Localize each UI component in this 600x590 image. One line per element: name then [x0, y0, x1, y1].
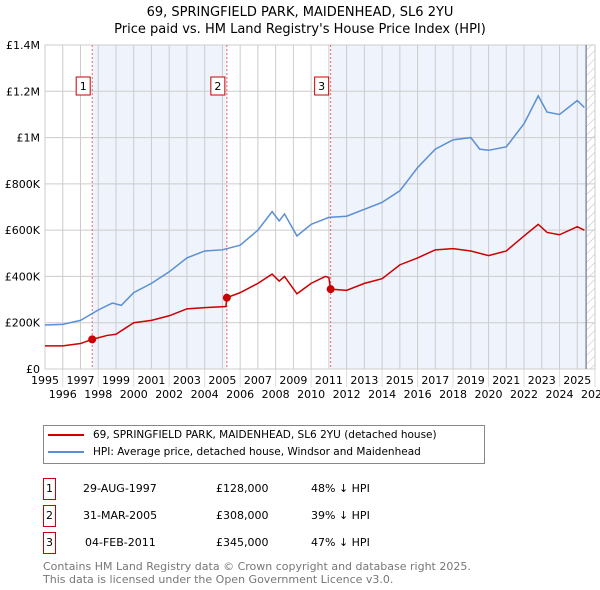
- sale-price: £128,000: [216, 482, 269, 495]
- sale-label-box: [314, 76, 330, 96]
- x-tick-label: 2026: [581, 388, 600, 401]
- legend-blue-swatch: [48, 451, 84, 453]
- legend-red-label: 69, SPRINGFIELD PARK, MAIDENHEAD, SL6 2Y…: [93, 429, 437, 441]
- forecast-hatch: [586, 45, 595, 369]
- series-line: [45, 223, 585, 347]
- x-tick-label: 2012: [333, 388, 361, 401]
- x-tick-label: 2001: [137, 374, 165, 387]
- sale-hpi: 48% ↓ HPI: [311, 482, 370, 495]
- y-tick-label: £1M: [17, 132, 41, 145]
- x-tick-label: 2002: [155, 388, 183, 401]
- x-tick-label: 2017: [421, 374, 449, 387]
- y-tick-label: £200K: [5, 317, 41, 330]
- x-tick-label: 2008: [262, 388, 290, 401]
- x-tick-label: 2013: [350, 374, 378, 387]
- y-tick-label: £1.2M: [6, 85, 40, 98]
- x-tick-label: 2009: [279, 374, 307, 387]
- x-tick-label: 2025: [563, 374, 591, 387]
- footer-line-2: This data is licensed under the Open Gov…: [43, 573, 394, 586]
- sale-marker-label: 1: [43, 478, 56, 500]
- sale-label: 3: [318, 80, 325, 93]
- x-tick-label: 2014: [368, 388, 396, 401]
- sale-marker-label: 3: [43, 532, 56, 554]
- sale-point: [222, 293, 231, 302]
- x-tick-label: 2019: [457, 374, 485, 387]
- sale-point: [88, 335, 97, 344]
- x-tick-label: 2015: [386, 374, 414, 387]
- price-chart: 1995199619971998199920002001200220032004…: [5, 39, 600, 401]
- sale-price: £345,000: [216, 536, 269, 549]
- legend-red-swatch: [48, 434, 84, 436]
- x-tick-label: 2004: [191, 388, 219, 401]
- x-tick-label: 1995: [31, 374, 59, 387]
- x-tick-label: 2005: [208, 374, 236, 387]
- series-line: [44, 94, 585, 326]
- x-tick-label: 1998: [84, 388, 112, 401]
- x-tick-label: 2000: [120, 388, 148, 401]
- shaded-band: [92, 45, 227, 369]
- x-tick-label: 1996: [49, 388, 77, 401]
- x-tick-label: 2022: [510, 388, 538, 401]
- sale-date: 04-FEB-2011: [85, 536, 156, 549]
- sale-hpi: 39% ↓ HPI: [311, 509, 370, 522]
- x-tick-label: 2024: [546, 388, 574, 401]
- y-tick-label: £0: [26, 363, 40, 376]
- chart-title: 69, SPRINGFIELD PARK, MAIDENHEAD, SL6 2Y…: [0, 4, 600, 38]
- sale-label-box: [210, 76, 226, 96]
- sale-hpi: 47% ↓ HPI: [311, 536, 370, 549]
- x-tick-label: 2018: [439, 388, 467, 401]
- footer: Contains HM Land Registry data © Crown c…: [43, 560, 471, 586]
- sale-marker-label: 2: [43, 505, 56, 527]
- x-tick-label: 2020: [475, 388, 503, 401]
- plot-frame: [44, 44, 596, 370]
- footer-line-1: Contains HM Land Registry data © Crown c…: [43, 560, 471, 573]
- y-tick-label: £1.4M: [6, 39, 40, 52]
- y-tick-label: £400K: [5, 270, 41, 283]
- x-tick-label: 2011: [315, 374, 343, 387]
- x-tick-label: 2006: [226, 388, 254, 401]
- y-tick-label: £600K: [5, 224, 41, 237]
- x-tick-label: 2021: [492, 374, 520, 387]
- sale-price: £308,000: [216, 509, 269, 522]
- sale-point: [326, 285, 335, 294]
- shaded-band: [330, 45, 587, 369]
- title-line-2: Price paid vs. HM Land Registry's House …: [114, 22, 486, 37]
- x-tick-label: 2003: [173, 374, 201, 387]
- x-tick-label: 1997: [66, 374, 94, 387]
- x-tick-label: 2007: [244, 374, 272, 387]
- sale-label: 1: [80, 80, 87, 93]
- x-tick-label: 2016: [404, 388, 432, 401]
- legend-blue-label: HPI: Average price, detached house, Wind…: [93, 446, 421, 458]
- sale-label-box: [75, 76, 91, 96]
- x-tick-label: 2023: [528, 374, 556, 387]
- title-line-1: 69, SPRINGFIELD PARK, MAIDENHEAD, SL6 2Y…: [146, 5, 454, 20]
- sale-date: 29-AUG-1997: [83, 482, 157, 495]
- x-tick-label: 1999: [102, 374, 130, 387]
- y-tick-label: £800K: [5, 178, 41, 191]
- sale-label: 2: [214, 80, 221, 93]
- legend: 69, SPRINGFIELD PARK, MAIDENHEAD, SL6 2Y…: [43, 425, 485, 464]
- sale-date: 31-MAR-2005: [83, 509, 158, 522]
- x-tick-label: 2010: [297, 388, 325, 401]
